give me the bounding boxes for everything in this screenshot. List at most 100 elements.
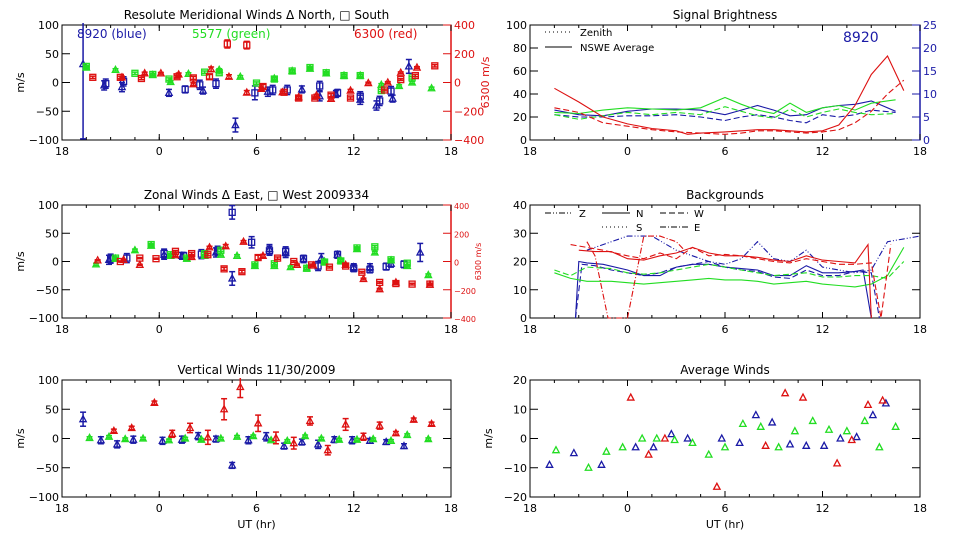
data-point	[409, 414, 419, 423]
data-point	[346, 85, 355, 94]
panel-meridional: Resolute Meridional Winds Δ North, □ Sou…	[14, 8, 492, 158]
data-point	[112, 439, 122, 448]
data-point	[205, 242, 214, 251]
y-axis-label: m/s	[14, 72, 27, 92]
data-point	[364, 78, 373, 87]
y-tick-label: 0	[52, 256, 59, 269]
data-point	[358, 268, 366, 276]
y-tick-label: 20	[513, 111, 527, 124]
plot-frame	[529, 204, 921, 319]
data-point	[842, 426, 852, 435]
data-point	[135, 260, 145, 269]
data-point	[286, 262, 295, 271]
data-point	[152, 255, 160, 263]
panel-zonal: Zonal Winds Δ East, □ West 2009334 18 0 6 12…	[14, 188, 483, 336]
legend-label: S	[636, 223, 642, 234]
data-point	[120, 434, 130, 443]
y-tick-label: 0	[520, 134, 527, 147]
series-line-8920-w	[574, 260, 880, 319]
data-point	[545, 459, 554, 468]
data-point	[424, 270, 433, 279]
data-point	[341, 262, 350, 270]
data-point	[216, 249, 226, 258]
data-point	[253, 418, 263, 427]
x-tick-label: 18	[523, 323, 537, 336]
x-tick-label: 0	[156, 502, 163, 515]
data-point	[203, 432, 213, 441]
right-y-tick-label: −200	[454, 287, 476, 296]
panel-average: Average Winds 18 0 6 12 18 20 10 0 −10 −20 m/s UT (h…	[482, 363, 927, 531]
y-tick-label: 100	[38, 19, 59, 32]
data-point	[341, 419, 350, 428]
data-point	[102, 80, 110, 88]
data-point	[181, 85, 189, 94]
x-tick-label: 18	[913, 145, 927, 158]
data-point	[283, 435, 292, 444]
x-tick-label: 12	[347, 145, 361, 158]
series-line-5577-n	[554, 247, 905, 288]
data-point	[180, 433, 190, 442]
series-line-5577-w	[554, 261, 905, 279]
data-point	[356, 71, 364, 80]
right-axis-label: 6300 m/s	[474, 243, 483, 281]
data-point	[337, 257, 345, 265]
data-point	[150, 397, 159, 406]
right-y-tick-label: 400	[454, 19, 475, 32]
data-point	[261, 431, 271, 440]
data-point	[184, 68, 193, 78]
data-point	[366, 265, 374, 274]
y-tick-label: −20	[504, 491, 527, 504]
series-line-6300-nswe-avg	[554, 55, 905, 135]
right-y-tick-label: 20	[923, 42, 937, 55]
data-point	[242, 87, 252, 96]
data-point	[720, 442, 730, 451]
wavelength-annotation: 8920	[843, 30, 879, 46]
data-point	[683, 433, 692, 442]
data-point	[808, 416, 818, 425]
data-point	[299, 255, 308, 263]
data-point	[196, 81, 204, 89]
data-point	[131, 69, 139, 77]
data-point	[158, 435, 167, 444]
series-line-8920-zenith	[554, 109, 896, 124]
right-y-tick-label: 5	[923, 111, 930, 124]
data-point	[402, 430, 412, 439]
data-point	[288, 67, 296, 75]
y-tick-label: 20	[513, 256, 527, 269]
chart-title: Zonal Winds Δ East, □ West 2009334	[144, 188, 369, 202]
x-tick-label: 0	[624, 502, 631, 515]
data-point	[350, 264, 358, 272]
y-tick-label: 100	[38, 199, 59, 212]
data-point	[382, 262, 390, 271]
data-point	[388, 93, 397, 102]
data-point	[670, 435, 679, 444]
data-point	[254, 253, 262, 262]
data-point	[334, 434, 344, 443]
x-tick-label: 12	[816, 145, 830, 158]
x-tick-label: 12	[347, 502, 361, 515]
data-point	[412, 62, 422, 71]
right-y-tick-label: 0	[454, 77, 461, 90]
data-point	[93, 255, 102, 264]
data-point	[215, 69, 223, 77]
legend-label: E	[694, 223, 700, 234]
y-tick-label: −100	[29, 312, 59, 325]
data-point	[265, 247, 274, 255]
data-point	[404, 61, 414, 70]
data-point	[219, 404, 229, 413]
right-y-tick-label: 200	[454, 230, 469, 239]
data-point	[392, 279, 400, 288]
series-layer	[78, 378, 436, 470]
data-point	[116, 257, 124, 266]
plot-frame	[529, 379, 921, 498]
y-tick-label: 50	[45, 48, 59, 61]
data-point	[408, 280, 416, 288]
y-tick-label: −10	[504, 462, 527, 475]
series-line-5577-zenith	[554, 106, 896, 120]
x-tick-label: 6	[253, 145, 260, 158]
data-point	[316, 82, 324, 90]
data-point	[96, 435, 106, 444]
y-tick-label: −100	[29, 491, 59, 504]
